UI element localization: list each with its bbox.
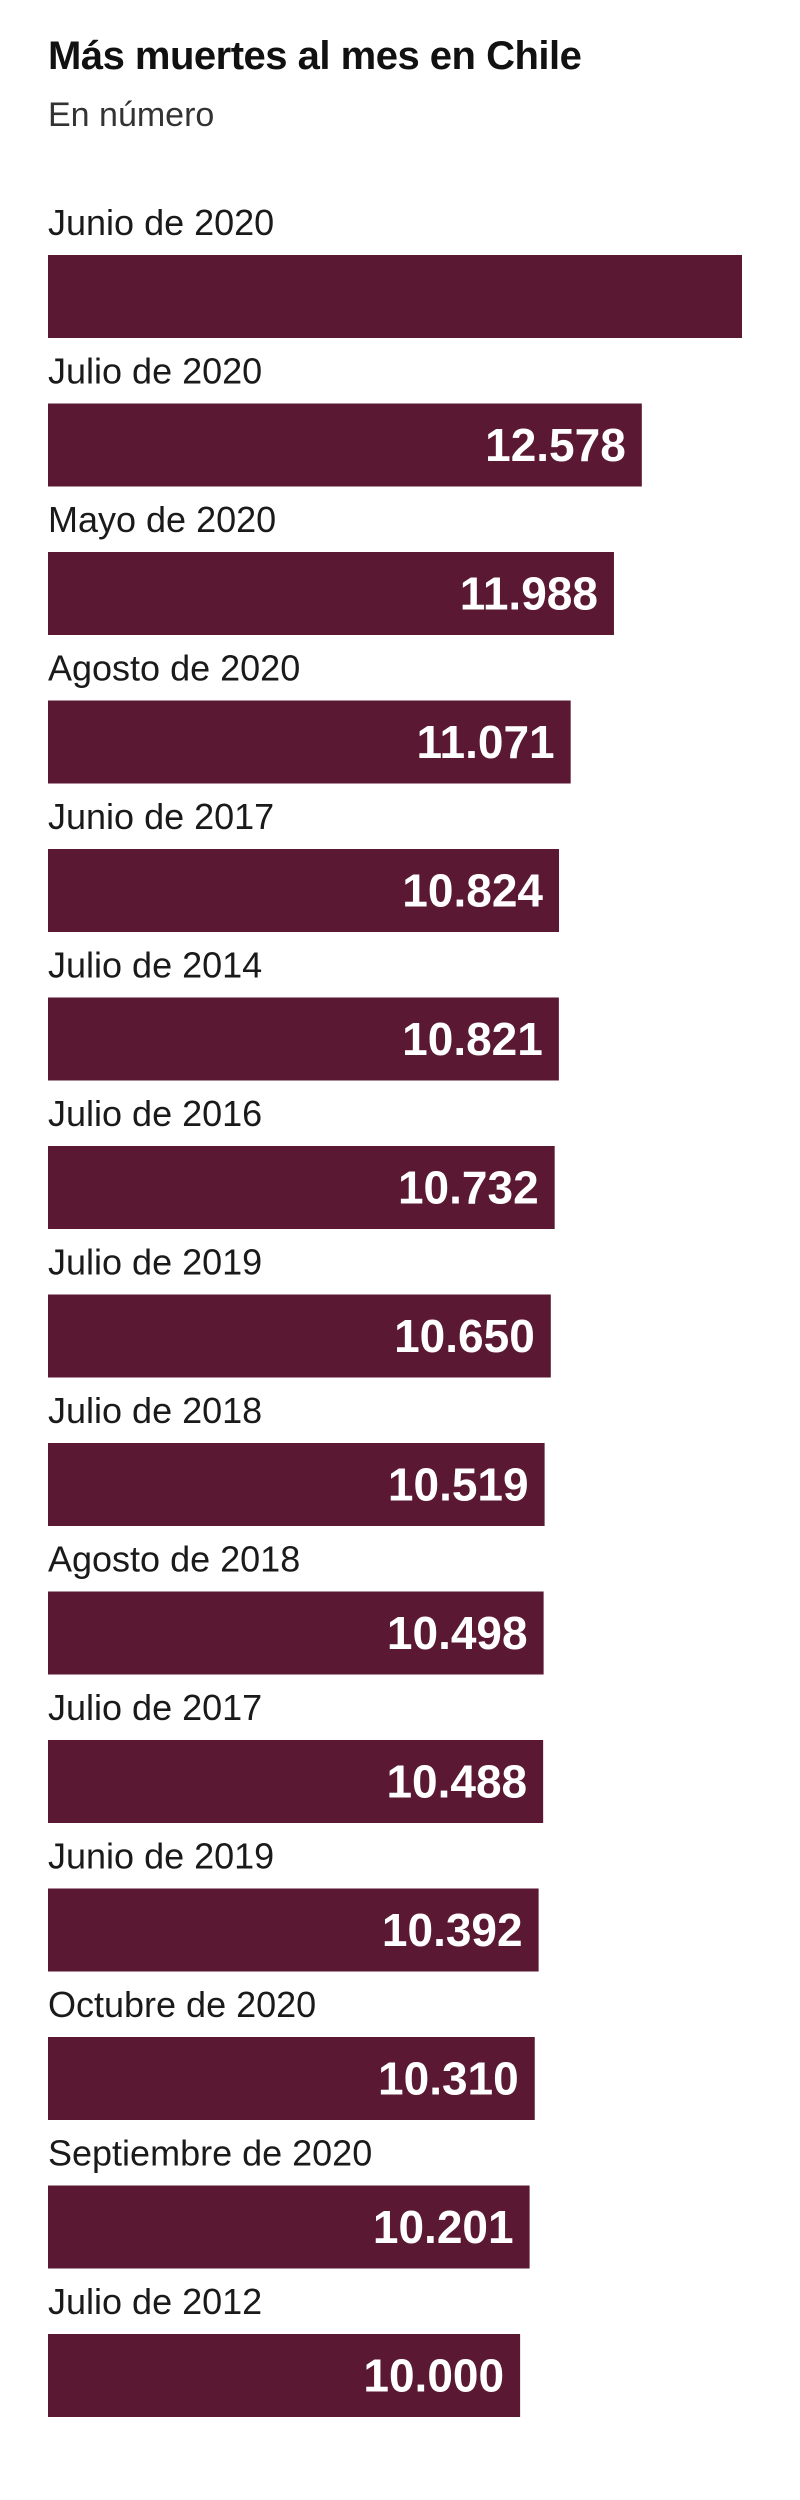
category-label: Julio de 2019 bbox=[48, 1242, 262, 1283]
bar bbox=[48, 2334, 521, 2417]
bar bbox=[48, 1888, 539, 1972]
category-label: Julio de 2014 bbox=[48, 945, 262, 986]
bar bbox=[48, 1591, 544, 1675]
chart-subtitle: En número bbox=[48, 96, 215, 134]
bar bbox=[48, 1443, 545, 1526]
value-label: 10.488 bbox=[386, 1756, 527, 1808]
bar bbox=[48, 255, 742, 338]
category-label: Junio de 2020 bbox=[48, 202, 274, 243]
value-label: 10.824 bbox=[402, 865, 543, 917]
value-label: 10.310 bbox=[378, 2053, 519, 2105]
value-label: 10.201 bbox=[373, 2201, 514, 2253]
bar bbox=[48, 552, 614, 635]
value-label: 10.392 bbox=[382, 1904, 523, 1956]
category-label: Junio de 2017 bbox=[48, 796, 274, 837]
bar bbox=[48, 2185, 530, 2269]
bar bbox=[48, 1740, 544, 1823]
category-label: Julio de 2016 bbox=[48, 1093, 262, 1134]
bar bbox=[48, 1294, 551, 1378]
bar bbox=[48, 1146, 555, 1229]
value-label: 10.000 bbox=[363, 2350, 504, 2402]
bar bbox=[48, 2037, 535, 2120]
category-label: Agosto de 2020 bbox=[48, 648, 300, 689]
value-label: 12.578 bbox=[485, 419, 626, 471]
bar bbox=[48, 849, 560, 932]
category-label: Julio de 2012 bbox=[48, 2281, 262, 2322]
category-label: Octubre de 2020 bbox=[48, 1984, 316, 2025]
value-label: 10.821 bbox=[402, 1013, 543, 1065]
value-label: 10.498 bbox=[387, 1607, 528, 1659]
bar bbox=[48, 997, 559, 1081]
value-label: 10.650 bbox=[394, 1310, 535, 1362]
category-label: Julio de 2020 bbox=[48, 351, 262, 392]
category-label: Junio de 2019 bbox=[48, 1836, 274, 1877]
bar bbox=[48, 700, 571, 784]
bar bbox=[48, 403, 642, 487]
category-label: Mayo de 2020 bbox=[48, 499, 276, 540]
category-label: Agosto de 2018 bbox=[48, 1539, 300, 1580]
category-label: Septiembre de 2020 bbox=[48, 2133, 372, 2174]
value-label: 11.988 bbox=[460, 568, 598, 620]
value-label: 10.732 bbox=[398, 1162, 539, 1214]
value-label: 10.519 bbox=[388, 1459, 529, 1511]
chart-title: Más muertes al mes en Chile bbox=[48, 34, 582, 78]
category-label: Julio de 2017 bbox=[48, 1687, 262, 1728]
category-label: Julio de 2018 bbox=[48, 1390, 262, 1431]
value-label: 11.071 bbox=[416, 716, 554, 768]
